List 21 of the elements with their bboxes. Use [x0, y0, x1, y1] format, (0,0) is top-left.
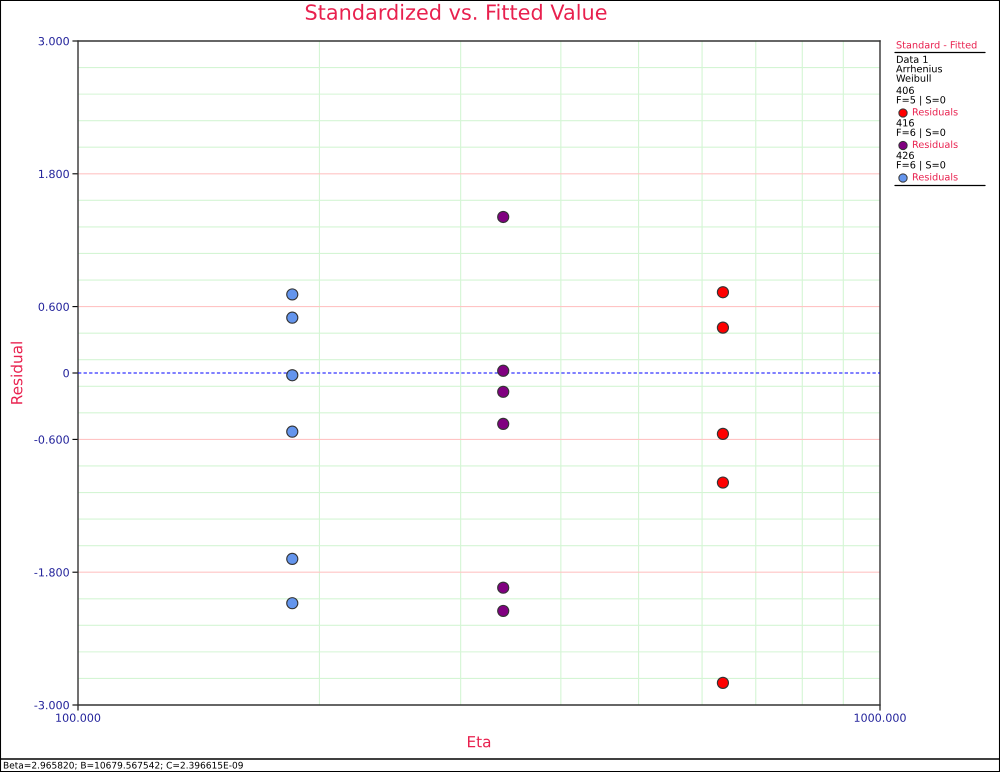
- legend-title: Standard - Fitted: [896, 41, 976, 49]
- text: 406 F=5 | S=0: [896, 86, 946, 106]
- x-tick-label: 1000.000: [854, 714, 906, 722]
- text: Data 1 Arrhenius Weibull: [896, 56, 942, 82]
- legend-label: Residuals: [912, 173, 958, 181]
- y-tick-label: 1.800: [39, 170, 69, 178]
- y-tick-label: -0.600: [34, 435, 69, 444]
- y-tick-label: 3.000: [38, 36, 69, 46]
- y-tick-label: -1.800: [34, 568, 69, 577]
- y-axis-title: Residual: [10, 342, 22, 404]
- legend-label: Residuals: [912, 108, 958, 116]
- y-tick-label: 0: [63, 368, 69, 378]
- y-tick-label: 0.600: [38, 302, 69, 311]
- x-tick-label: 100.000: [56, 714, 100, 722]
- text: 416 F=6 | S=0: [896, 119, 946, 138]
- text: 426 F=6 | S=0: [896, 152, 946, 171]
- x-axis-title: Eta: [468, 736, 490, 748]
- y-tick-label: -3.000: [34, 700, 69, 710]
- chart-title: Standardized vs. Fitted Value: [306, 4, 606, 20]
- legend-label: Residuals: [912, 140, 958, 148]
- text: Beta=2.965820; B=10679.567542; C=2.396615E-09: [4, 762, 243, 770]
